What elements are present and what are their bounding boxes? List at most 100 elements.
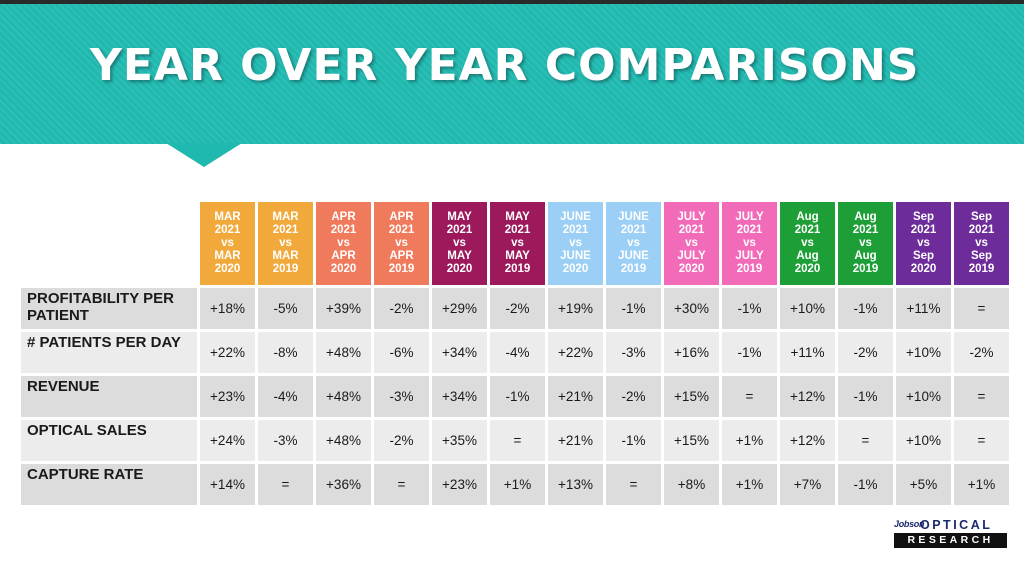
column-header: JUNE 2021 vs JUNE 2019 <box>606 202 661 285</box>
column-header-line: JULY <box>677 250 706 262</box>
column-header-line: vs <box>859 237 872 249</box>
column-header-line: APR <box>331 250 356 262</box>
column-header: MAY 2021 vs MAY 2020 <box>432 202 487 285</box>
column-header-line: MAR <box>214 250 241 262</box>
column-header-line: vs <box>627 237 640 249</box>
table-cell: -2% <box>954 332 1009 373</box>
comparison-table-wrapper: MAR 2021 vs MAR 2020 MAR 2021 vs MAR 2019 APR 2021 v… <box>18 199 1012 508</box>
column-header-line: vs <box>337 237 350 249</box>
row-label: # PATIENTS PER DAY <box>21 332 197 373</box>
table-cell: +35% <box>432 420 487 461</box>
column-header-line: Sep <box>912 250 935 262</box>
logo-bottom-text: RESEARCH <box>894 533 1007 548</box>
table-cell: +34% <box>432 332 487 373</box>
column-header-line: JUNE <box>560 211 591 223</box>
column-header-line: vs <box>395 237 408 249</box>
table-cell: +23% <box>432 464 487 505</box>
column-header-line: 2020 <box>562 263 589 275</box>
table-cell: +10% <box>896 376 951 417</box>
table-cell: +39% <box>316 288 371 329</box>
table-cell: +15% <box>664 420 719 461</box>
table-cell: = <box>954 376 1009 417</box>
table-cell: +21% <box>548 420 603 461</box>
table-cell: -6% <box>374 332 429 373</box>
column-header-line: JUNE <box>560 250 591 262</box>
table-cell: +22% <box>548 332 603 373</box>
column-header-line: 2021 <box>852 224 879 236</box>
table-cell: +22% <box>200 332 255 373</box>
table-cell: +10% <box>780 288 835 329</box>
column-header-line: JULY <box>735 211 764 223</box>
table-cell: +1% <box>490 464 545 505</box>
column-header-line: 2021 <box>968 224 995 236</box>
table-cell: -1% <box>606 420 661 461</box>
table-cell: +14% <box>200 464 255 505</box>
table-cell: = <box>258 464 313 505</box>
table-cell: +11% <box>780 332 835 373</box>
table-cell: +12% <box>780 376 835 417</box>
column-header-line: Aug <box>796 250 819 262</box>
table-cell: = <box>722 376 777 417</box>
column-header-line: 2019 <box>272 263 299 275</box>
table-corner <box>21 202 197 285</box>
table-cell: +1% <box>954 464 1009 505</box>
column-header-line: 2021 <box>214 224 241 236</box>
table-cell: +29% <box>432 288 487 329</box>
table-cell: -1% <box>838 288 893 329</box>
table-cell: = <box>838 420 893 461</box>
row-label: PROFITABILITY PER PATIENT <box>21 288 197 329</box>
column-header-line: MAY <box>447 250 472 262</box>
table-cell: +30% <box>664 288 719 329</box>
table-cell: +34% <box>432 376 487 417</box>
column-header: MAR 2021 vs MAR 2020 <box>200 202 255 285</box>
table-body: PROFITABILITY PER PATIENT +18% -5% +39% -2% +… <box>21 288 1009 505</box>
table-cell: -2% <box>606 376 661 417</box>
column-header-line: Sep <box>912 211 935 223</box>
column-header-line: 2019 <box>388 263 415 275</box>
column-header-line: vs <box>801 237 814 249</box>
column-header: Aug 2021 vs Aug 2019 <box>838 202 893 285</box>
table-cell: -2% <box>374 288 429 329</box>
column-header-line: 2020 <box>678 263 705 275</box>
table-cell: +8% <box>664 464 719 505</box>
table-cell: -1% <box>722 332 777 373</box>
table-cell: +36% <box>316 464 371 505</box>
row-label: REVENUE <box>21 376 197 417</box>
table-cell: -3% <box>606 332 661 373</box>
column-header-line: JULY <box>735 250 764 262</box>
logo-small-text: Jobson <box>894 519 925 529</box>
table-cell: +10% <box>896 332 951 373</box>
column-header-line: 2019 <box>968 263 995 275</box>
column-header-line: 2021 <box>446 224 473 236</box>
table-row: OPTICAL SALES +24% -3% +48% -2% +35% = +21% -1% +… <box>21 420 1009 461</box>
table-cell: -1% <box>838 464 893 505</box>
slide-title: YEAR OVER YEAR COMPARISONS <box>90 40 920 91</box>
column-header: Sep 2021 vs Sep 2019 <box>954 202 1009 285</box>
column-header: JULY 2021 vs JULY 2019 <box>722 202 777 285</box>
column-header-line: APR <box>389 250 414 262</box>
column-header-line: MAY <box>505 250 530 262</box>
column-header-line: 2019 <box>852 263 879 275</box>
column-header-line: JULY <box>677 211 706 223</box>
table-cell: +7% <box>780 464 835 505</box>
table-cell: +19% <box>548 288 603 329</box>
column-header-line: vs <box>511 237 524 249</box>
table-cell: -4% <box>258 376 313 417</box>
table-cell: -8% <box>258 332 313 373</box>
table-cell: -2% <box>374 420 429 461</box>
column-header-line: 2020 <box>794 263 821 275</box>
row-label: CAPTURE RATE <box>21 464 197 505</box>
table-cell: = <box>954 420 1009 461</box>
column-header-line: Sep <box>970 250 993 262</box>
column-header-line: 2021 <box>736 224 763 236</box>
table-cell: +18% <box>200 288 255 329</box>
banner-pointer-arrow <box>166 143 242 167</box>
table-cell: +48% <box>316 332 371 373</box>
column-header-line: APR <box>389 211 414 223</box>
table-cell: -1% <box>722 288 777 329</box>
table-cell: +10% <box>896 420 951 461</box>
table-cell: +16% <box>664 332 719 373</box>
table-cell: +5% <box>896 464 951 505</box>
table-cell: = <box>490 420 545 461</box>
